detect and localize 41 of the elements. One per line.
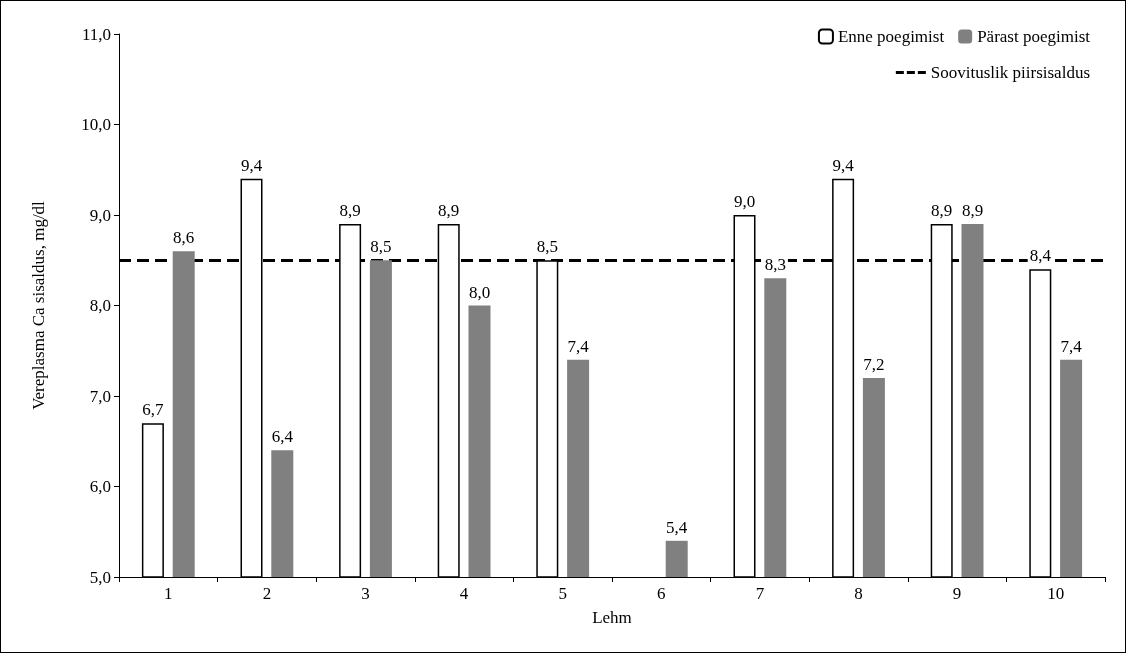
x-axis-title: Lehm [592, 608, 632, 627]
x-tick-label: 4 [459, 584, 469, 603]
x-tick-label: 10 [1047, 584, 1065, 603]
x-tick-label: 9 [952, 584, 962, 603]
y-tick-label: 10,0 [81, 115, 111, 134]
x-tick-label: 5 [558, 584, 567, 603]
data-label: 8,5 [370, 237, 392, 257]
x-tick-label: 2 [262, 584, 272, 603]
data-label: 5,4 [666, 517, 688, 537]
legend-label: Enne poegimist [837, 27, 945, 46]
data-label: 7,4 [567, 336, 590, 356]
legend-label: Soovituslik piirsisaldus [930, 63, 1091, 82]
data-label: 8,9 [438, 201, 460, 221]
x-tick-label: 1 [164, 584, 173, 603]
data-label: 8,5 [536, 237, 558, 257]
data-label: 9,4 [832, 155, 855, 175]
data-label: 7,2 [863, 354, 885, 374]
data-label: 8,9 [961, 201, 984, 221]
data-label: 8,3 [764, 255, 786, 275]
y-tick-label: 8,0 [89, 296, 111, 315]
y-axis-title: Vereplasma Ca sisaldus, mg/dl [29, 200, 48, 410]
x-tick-label: 6 [657, 584, 666, 603]
data-label: 9,4 [240, 155, 263, 175]
data-label: 7,4 [1060, 336, 1083, 356]
y-tick-label: 6,0 [89, 477, 111, 496]
data-label: 6,4 [271, 427, 294, 447]
x-tick-label: 3 [361, 584, 370, 603]
data-label: 8,9 [339, 201, 361, 221]
data-label: 8,4 [1029, 246, 1052, 266]
y-tick-label: 9,0 [89, 205, 111, 225]
x-tick-label: 7 [755, 584, 765, 603]
y-tick-label: 11,0 [81, 24, 111, 44]
data-label: 9,0 [733, 192, 756, 211]
y-tick-label: 7,0 [89, 386, 111, 406]
data-label: 8,6 [173, 228, 195, 248]
data-label: 6,7 [142, 400, 165, 420]
data-label: 8,9 [931, 201, 953, 221]
x-tick-label: 8 [854, 584, 863, 603]
y-tick-label: 5,0 [89, 567, 111, 587]
legend-label: Pärast poegimist [977, 27, 1091, 46]
data-label: 8,0 [468, 282, 491, 302]
